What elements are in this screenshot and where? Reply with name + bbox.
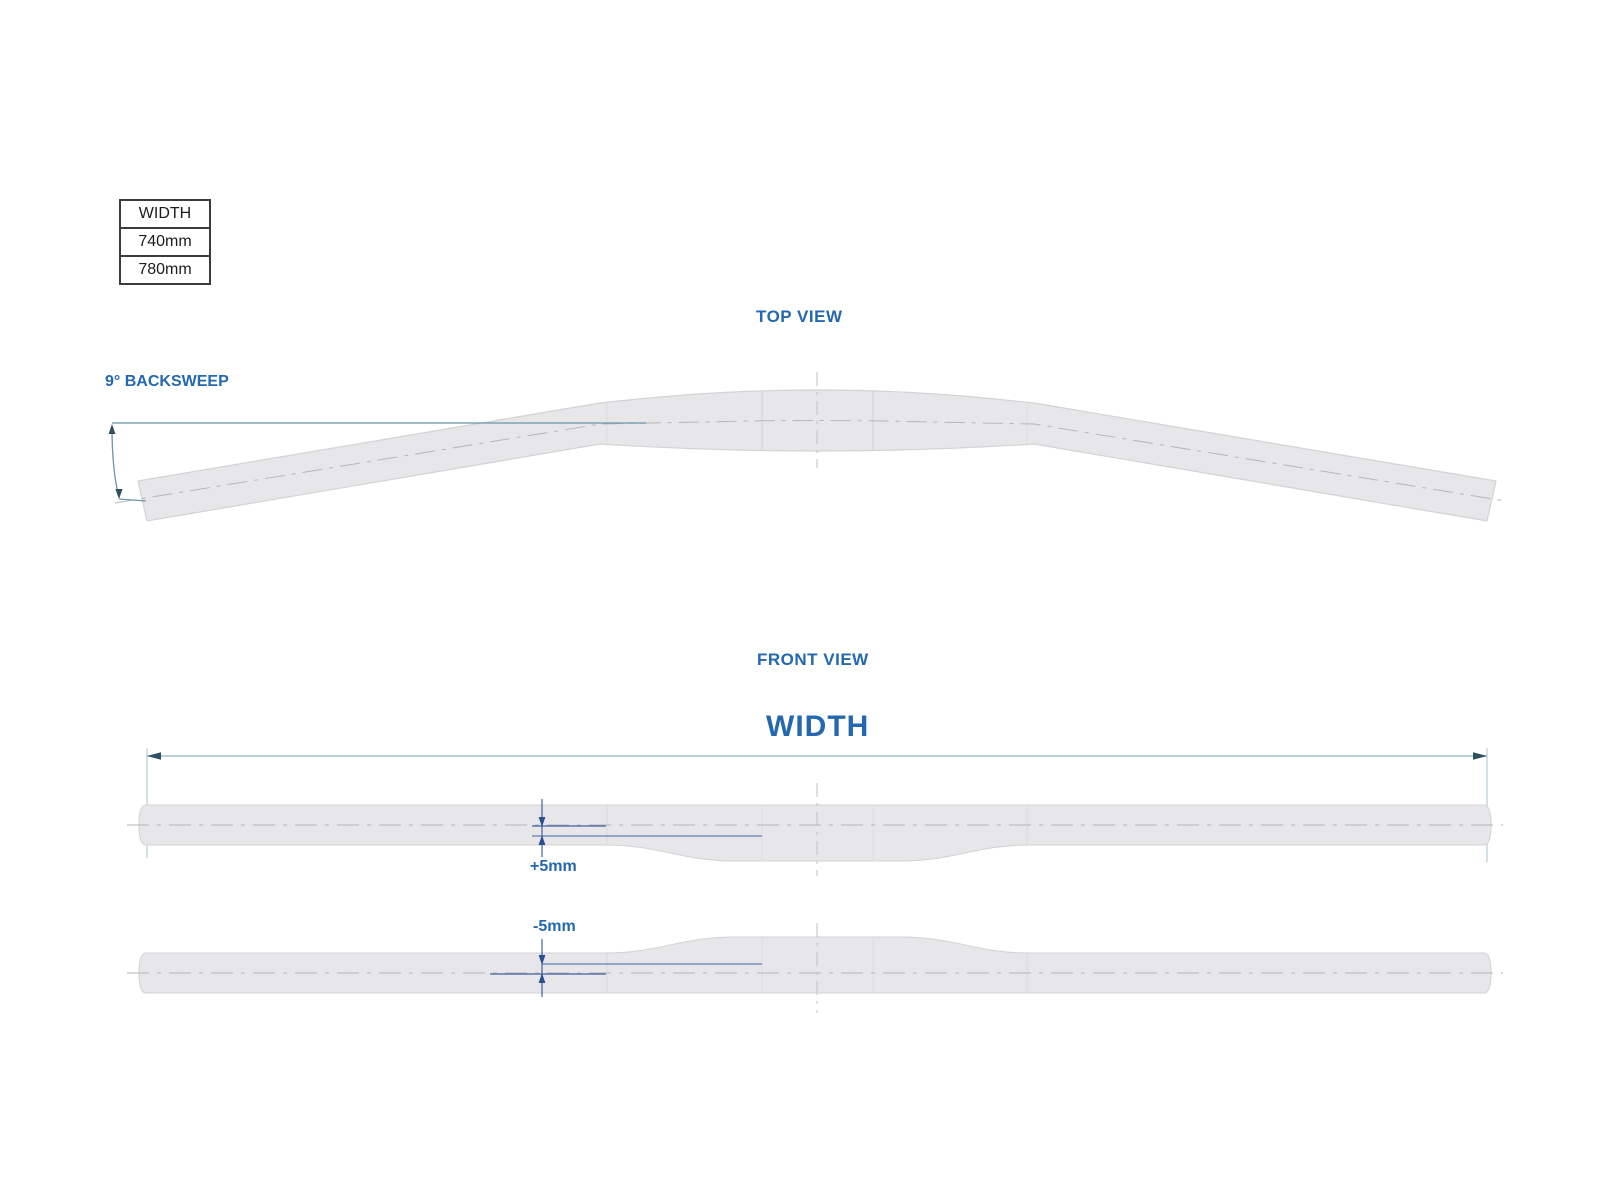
width-arrow-left	[147, 752, 161, 760]
handlebar-front-view-minus-rise	[127, 923, 1503, 1013]
size-table: WIDTH 740mm 780mm	[119, 199, 211, 285]
backsweep-arrow-up	[108, 424, 116, 434]
minus-rise-label: -5mm	[533, 918, 576, 935]
minus-rise-dimension	[490, 939, 762, 997]
backsweep-label: 9° BACKSWEEP	[105, 373, 229, 390]
plus-rise-dimension	[532, 799, 762, 857]
top-view-centerline	[114, 419, 1506, 504]
handlebar-front-view-plus-rise	[127, 783, 1503, 876]
plus-rise-label: +5mm	[530, 858, 577, 875]
backsweep-dimension	[108, 422, 646, 502]
width-arrow-right	[1473, 752, 1487, 760]
front-view-drawing	[127, 748, 1503, 1013]
size-table-header: WIDTH	[119, 199, 211, 229]
plus-rise-bar-outline	[138, 804, 1492, 862]
minus-rise-bar-outline	[138, 936, 1492, 994]
width-dimension-label: WIDTH	[766, 710, 870, 743]
top-view-drawing	[108, 372, 1506, 522]
top-view-title: TOP VIEW	[756, 307, 843, 326]
backsweep-arrow-down	[115, 489, 123, 499]
size-table-row-740: 740mm	[119, 227, 211, 257]
size-table-row-780: 780mm	[119, 255, 211, 285]
front-view-title: FRONT VIEW	[757, 650, 869, 669]
